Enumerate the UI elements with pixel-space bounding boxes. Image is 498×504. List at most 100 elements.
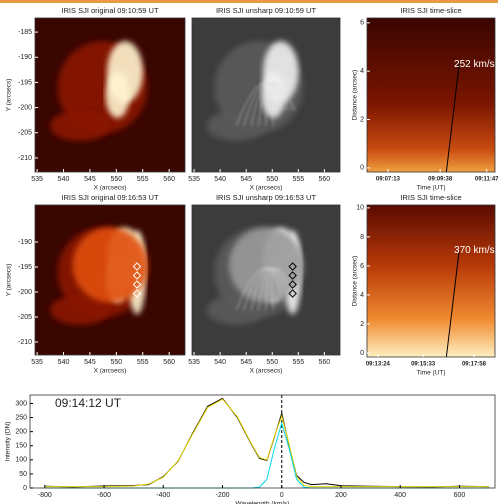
solar-image: [35, 205, 185, 355]
image-feature: [50, 295, 110, 325]
x-tick-label: 545: [84, 359, 96, 366]
y-tick-label: 6: [360, 20, 364, 27]
x-tick-label: 555: [292, 359, 304, 366]
x-tick-label: 540: [214, 176, 226, 183]
x-tick-label: 0: [280, 492, 284, 499]
y-tick-label: 6: [360, 263, 364, 270]
x-tick-label: 555: [137, 176, 149, 183]
y-axis-label: Intensity (DN): [5, 422, 12, 462]
y-tick-label: 250: [15, 414, 27, 421]
image-feature: [50, 110, 110, 142]
x-tick-label: 555: [137, 359, 149, 366]
x-tick-label: 535: [188, 176, 200, 183]
spectrum-time: 09:14:12 UT: [55, 396, 122, 410]
solar-image: [192, 18, 340, 172]
y-tick-label: -190: [18, 54, 32, 61]
y-tick-label: 0: [360, 350, 364, 357]
x-axis-label: Time (UT): [416, 185, 445, 192]
x-tick-label: 555: [292, 176, 304, 183]
x-tick-label: 550: [266, 359, 278, 366]
speed-annotation: 370 km/s: [454, 245, 495, 256]
panel-title: IRIS SJI unsharp 09:10:59 UT: [216, 6, 316, 15]
y-tick-label: -205: [18, 314, 32, 321]
x-tick-label: -400: [156, 492, 170, 499]
plot-frame: [191, 204, 341, 356]
speed-annotation: 252 km/s: [454, 59, 495, 70]
panel-title: IRIS SJI original 09:16:53 UT: [61, 193, 159, 202]
x-tick-label: 560: [319, 176, 331, 183]
y-tick-label: -200: [18, 104, 32, 111]
plot-frame: [34, 204, 186, 356]
y-axis-label: Distance (arcsec): [352, 70, 359, 121]
y-tick-label: 0: [23, 485, 27, 492]
x-tick-label: 550: [110, 176, 122, 183]
x-tick-label: 540: [214, 359, 226, 366]
plot-frame: [29, 394, 496, 489]
x-tick-label: 545: [240, 359, 252, 366]
solar-image: [35, 18, 185, 172]
speed-fit-line: [445, 250, 460, 358]
y-tick-label: -205: [18, 130, 32, 137]
x-tick-label: 535: [188, 359, 200, 366]
panel-title: IRIS SJI time-slice: [400, 193, 461, 202]
x-tick-label: 540: [58, 359, 70, 366]
loop-strand: [236, 82, 282, 126]
y-tick-label: -210: [18, 155, 32, 162]
y-tick-label: -195: [18, 264, 32, 271]
y-tick-label: 50: [19, 471, 27, 478]
image-feature: [261, 71, 286, 119]
loop-strand: [250, 82, 288, 126]
x-tick-label: 535: [31, 176, 43, 183]
y-tick-label: -200: [18, 289, 32, 296]
x-axis-label: X (arcsecs): [94, 368, 127, 375]
loop-strand: [265, 267, 294, 311]
loop-strand: [243, 82, 285, 126]
y-axis-label: Y (arcsecs): [6, 264, 13, 297]
time-slice-image: [367, 18, 495, 172]
y-tick-label: 4: [360, 292, 364, 299]
x-tick-label: 535: [31, 359, 43, 366]
loop-strand: [243, 267, 285, 311]
x-tick-label: 560: [163, 359, 175, 366]
y-tick-label: 150: [15, 443, 27, 450]
x-tick-label: 550: [266, 176, 278, 183]
y-tick-label: -185: [18, 29, 32, 36]
x-tick-label: -600: [97, 492, 111, 499]
x-tick-label: 560: [319, 359, 331, 366]
y-tick-label: -210: [18, 339, 32, 346]
y-tick-label: -195: [18, 79, 32, 86]
loop-strand: [271, 82, 296, 126]
slit-marker: [132, 280, 142, 289]
x-axis-label: X (arcsecs): [250, 368, 283, 375]
x-axis-label: X (arcsecs): [94, 185, 127, 192]
spectrum-line: [44, 398, 490, 488]
y-axis-label: Y (arcsecs): [6, 79, 13, 112]
panel-title: IRIS SJI unsharp 09:16:53 UT: [216, 193, 316, 202]
loop-strand: [258, 82, 291, 126]
x-tick-label: 09:11:47: [475, 177, 498, 183]
x-tick-label: 09:17:58: [462, 362, 487, 368]
slit-marker: [288, 289, 297, 298]
y-tick-label: -190: [18, 239, 32, 246]
x-tick-label: 540: [58, 176, 70, 183]
x-tick-label: -800: [38, 492, 52, 499]
x-tick-label: -200: [216, 492, 230, 499]
slit-marker: [288, 271, 297, 280]
speed-fit-line: [445, 64, 460, 173]
y-tick-label: 0: [360, 165, 364, 172]
plot-frame: [34, 17, 186, 173]
plot-frame: [366, 204, 496, 358]
spectrum-line: [44, 421, 490, 489]
y-tick-label: 300: [15, 400, 27, 407]
x-tick-label: 09:13:24: [366, 362, 391, 368]
y-tick-label: 10: [356, 205, 364, 212]
slit-marker: [288, 280, 297, 289]
x-tick-label: 550: [110, 359, 122, 366]
image-feature: [105, 71, 130, 119]
panel-title: IRIS SJI original 09:10:59 UT: [61, 6, 159, 15]
y-tick-label: 200: [15, 428, 27, 435]
x-axis-label: Wavelength (km/s): [236, 501, 290, 504]
x-tick-label: 545: [240, 176, 252, 183]
x-tick-label: 400: [394, 492, 406, 499]
